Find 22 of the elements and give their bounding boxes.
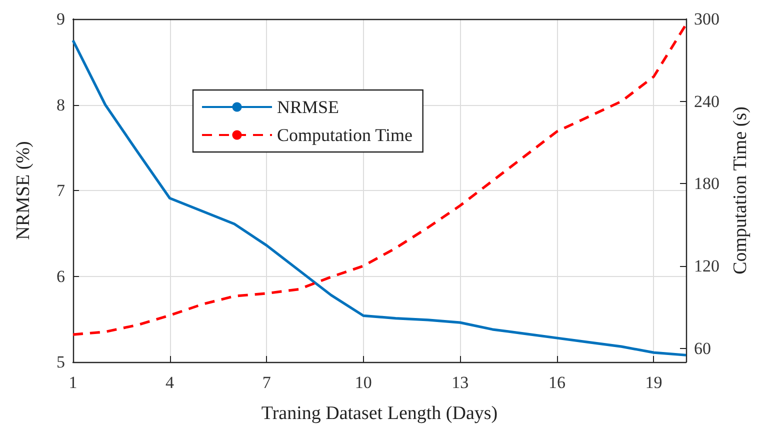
y2-axis-title: Computation Time (s) [730,106,751,274]
x-axis-title: Traning Dataset Length (Days) [261,403,498,424]
x-tick-label: 19 [645,373,662,392]
y2-tick-label: 60 [694,338,711,358]
y2-tick-label: 180 [694,174,720,194]
y2-tick-label: 240 [694,92,720,111]
y-tick-label: 8 [56,95,65,114]
y-tick-label: 9 [56,10,65,28]
legend-label: NRMSE [277,97,340,117]
x-tick-label: 16 [548,373,566,392]
x-tick-label: 7 [262,373,272,392]
y2-tick-label: 300 [694,10,720,28]
y-tick-label: 7 [56,181,66,200]
x-tick-label: 13 [452,373,469,392]
y-tick-label: 6 [56,266,65,286]
legend-label: Computation Time [277,125,413,145]
y-axis-title: NRMSE (%) [13,141,34,240]
x-tick-label: 4 [166,373,175,392]
y-tick-label: 5 [56,352,65,372]
y2-tick-label: 120 [694,256,720,276]
x-tick-label: 1 [68,373,78,392]
x-tick-label: 10 [354,373,372,392]
